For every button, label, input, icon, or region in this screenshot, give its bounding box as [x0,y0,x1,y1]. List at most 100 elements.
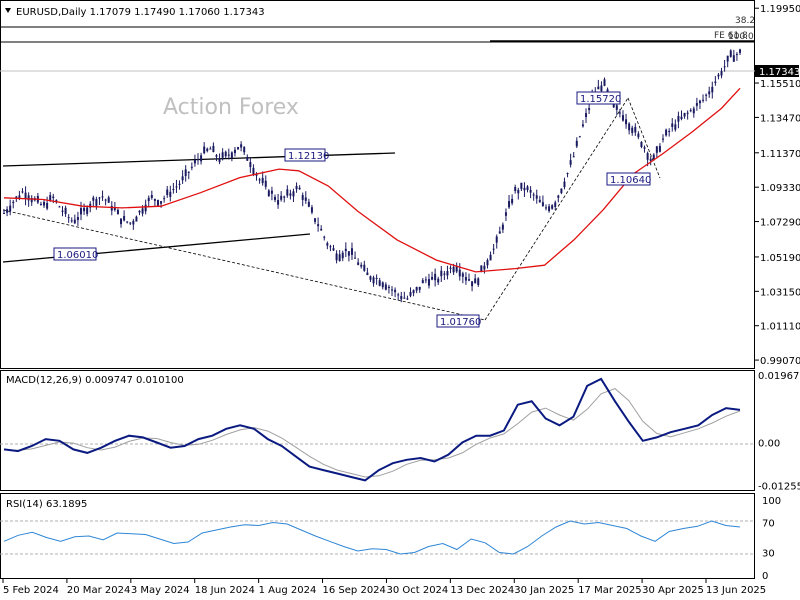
watermark-text: Action Forex [163,95,299,120]
dashed-retrace-line [627,97,661,179]
macd-line [3,377,741,482]
candle-body [421,280,424,284]
candle-body [732,55,735,62]
candle-body [18,195,21,200]
candle-body [711,86,714,93]
candle-body [480,265,483,273]
dashed-trend-line [2,209,486,321]
candle-body [529,189,532,193]
candle-body [431,276,434,280]
candle-body [655,146,658,153]
candle-body [649,158,652,161]
candle-body [206,148,209,152]
candle-body [141,208,144,214]
rsi-tick-label: 0 [762,571,768,582]
candle-body [557,195,560,198]
date-axis: 5 Feb 2024 20 Mar 2024 3 May 2024 18 Jun 20… [2,579,766,596]
price-tick-label: 1.15510 [760,79,800,90]
candle-body [446,271,449,276]
candle-body [221,152,224,158]
candle-body [378,280,381,286]
candle-body [73,219,76,224]
candle-body [366,272,369,276]
candle-body [381,282,384,288]
candle-body [532,194,535,196]
candle-body [70,220,73,222]
date-tick-label: 30 Oct 2024 [386,585,448,596]
price-axis: 1.19950 1.15510 1.13470 1.11370 1.09330 1.072… [755,4,800,367]
candle-body [132,220,135,225]
candle-body [427,279,430,286]
candle-body [658,145,661,152]
candle-body [350,248,353,255]
price-tick-label: 1.07290 [760,218,800,229]
candle-body [717,74,720,77]
date-tick-label: 30 Jan 2025 [514,585,574,596]
candle-body [471,281,474,287]
macd-tick-label: 0.00 [758,439,780,450]
candle-body [255,173,258,176]
candle-body [301,195,304,200]
rsi-panel-frame [0,493,755,579]
candle-body [600,85,603,92]
current-price-value: 1.17343 [759,67,800,78]
candle-body [98,197,101,199]
candle-body [61,210,64,212]
candle-body [341,252,344,259]
rsi-tick-label: 100 [762,496,781,507]
candle-body [338,254,341,261]
candle-body [307,201,310,207]
candle-body [449,267,452,269]
candle-body [544,207,547,209]
candle-body [197,159,200,161]
price-tick-label: 1.03150 [760,287,800,298]
candle-body [326,243,329,246]
candle-body [461,273,464,277]
candle-body [443,273,446,275]
rsi-tick-label: 30 [762,549,775,560]
candle-body [517,189,520,194]
date-tick-label: 5 Feb 2024 [3,585,59,596]
triangle-down-icon[interactable] [5,8,11,13]
candle-body [107,197,110,203]
candle-body [79,208,82,215]
price-tick-label: 1.13470 [760,113,800,124]
candle-body [739,49,741,53]
candle-body [193,159,196,164]
candle-body [394,289,397,293]
candle-body [578,136,581,138]
candle-body [175,186,178,188]
candle-body [310,207,313,213]
macd-title: MACD(12,26,9) 0.009747 0.010100 [6,375,184,386]
price-tick-label: 0.99070 [760,356,800,367]
candle-body [508,201,511,208]
macd-tick-label: 0.019679 [758,371,800,382]
candle-body [320,228,323,231]
candle-body [21,191,24,193]
price-tick-label: 1.05190 [760,253,800,264]
candle-body [249,162,252,168]
moving-average-line [3,87,741,273]
candle-body [606,89,609,94]
candle-body [135,216,138,222]
candle-body [612,103,615,108]
fib-label-100: 100.0 [728,32,754,42]
candle-body [575,140,578,147]
candle-body [705,94,708,96]
lower-channel-line [2,233,311,263]
macd-signal-line [3,388,741,478]
candle-body [3,212,5,214]
candle-body [597,86,600,90]
candle-body [504,212,507,216]
macd-axis: 0.019679 0.00 -0.012552 [758,371,800,493]
candle-body [406,298,409,300]
candle-body [495,236,498,243]
candle-body [283,196,286,198]
date-tick-label: 20 Mar 2024 [67,585,130,596]
price-tick-label: 1.11370 [760,149,800,160]
candle-body [270,190,273,194]
candle-body [264,180,267,187]
candle-body [714,81,717,83]
candle-body [618,112,621,114]
